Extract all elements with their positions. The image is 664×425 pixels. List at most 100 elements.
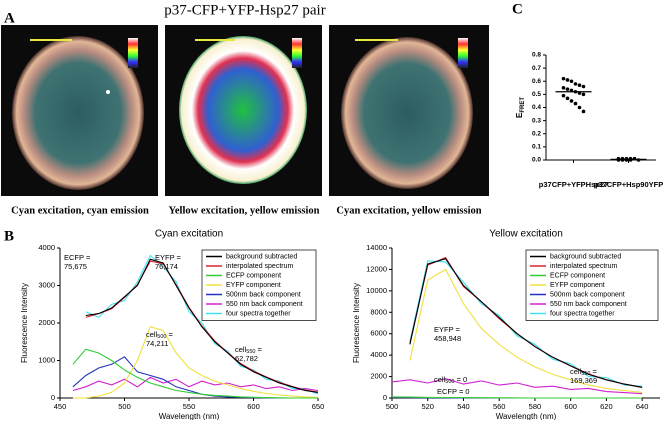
annotation-sub: 550: [581, 371, 590, 377]
annotation: cell550 =: [570, 367, 598, 377]
chart-title: Yellow excitation: [489, 229, 563, 240]
annotation-value: 169,369: [570, 376, 597, 385]
legend-label: EYFP component: [226, 282, 281, 289]
legend-label: 500nm back component: [550, 291, 625, 298]
y-tick-label: 3000: [38, 280, 55, 289]
x-tick-label: 500: [118, 402, 131, 411]
x-tick-label: 540: [457, 402, 470, 411]
y-axis-label: Fluorescence Intensity: [352, 283, 361, 363]
x-axis-label: Wavelength (nm): [159, 412, 220, 420]
data-point: [636, 158, 641, 162]
y-tick-label: 4000: [370, 350, 387, 359]
y-tick-label: 10000: [366, 286, 387, 295]
legend-label: background subtracted: [550, 253, 621, 260]
image-caption: Yellow excitation, yellow emission: [168, 205, 319, 216]
micrograph: [1, 25, 158, 196]
series-line: [72, 326, 319, 399]
annotation: ECFP = 0: [437, 387, 470, 396]
annotation-sub: 550: [246, 349, 255, 355]
legend-label: 500nm back component: [226, 291, 301, 298]
series-line: [409, 268, 643, 394]
series-line: [85, 254, 319, 395]
data-point: [577, 105, 582, 110]
legend-label: ECFP component: [550, 272, 605, 279]
series-line: [72, 356, 318, 399]
panel-label: B: [4, 228, 14, 244]
y-tick-label: 0.7: [532, 65, 541, 72]
annotation-label: cell: [146, 330, 158, 339]
image-caption: Cyan excitation, cyan emission: [11, 205, 149, 216]
legend-label: background subtracted: [226, 253, 297, 260]
annotation: cell500 = 0: [434, 375, 467, 385]
data-point: [632, 156, 637, 161]
annotation-label: cell: [434, 375, 446, 384]
y-tick-label: 0.3: [532, 117, 541, 124]
annotation-label: cell: [235, 345, 247, 354]
y-tick-label: 4000: [38, 243, 55, 252]
y-tick-label: 6000: [370, 329, 387, 338]
data-point: [565, 78, 570, 82]
annotation-sub: 500: [157, 334, 166, 340]
annotation-value: 62,782: [235, 354, 258, 363]
y-tick-label: 0.0: [532, 157, 541, 164]
y-tick-label: 8000: [370, 307, 387, 316]
y-tick-label: 0.8: [532, 52, 541, 59]
data-point: [620, 156, 625, 161]
legend-label: EYFP component: [550, 282, 605, 289]
figure-title: p37-CFP+YFP-Hsp27 pair: [164, 2, 325, 18]
annotation: cell550 =: [235, 345, 263, 355]
y-axis-label-main: E: [515, 112, 524, 118]
y-tick-label: 2000: [370, 372, 387, 381]
x-tick-label: 450: [54, 402, 67, 411]
annotation-label: ECFP = 0: [437, 387, 470, 396]
x-tick-label: 650: [312, 402, 325, 411]
data-point: [616, 158, 621, 162]
y-tick-label: 2000: [38, 318, 55, 327]
panel-label: C: [512, 1, 523, 17]
y-axis-label: Fluorescence Intensity: [20, 283, 29, 363]
series-line: [85, 258, 319, 393]
legend-label: 550 nm back component: [550, 301, 627, 308]
data-point: [561, 93, 566, 98]
annotation-label: EYFP =: [434, 325, 461, 334]
legend-label: interpolated spectrum: [550, 263, 617, 270]
series-line: [409, 258, 643, 388]
data-point: [628, 156, 633, 161]
legend-label: ECFP component: [226, 272, 281, 279]
data-point: [561, 86, 566, 90]
data-point: [565, 87, 570, 91]
y-tick-label: 0.4: [532, 104, 541, 111]
annotation-suffix: =: [590, 367, 597, 376]
y-tick-label: 1000: [38, 355, 55, 364]
data-point: [624, 158, 629, 162]
y-tick-label: 0: [51, 393, 55, 402]
data-point: [573, 82, 578, 86]
annotation-label: EYFP =: [155, 253, 182, 262]
annotation-value: 458,948: [434, 334, 461, 343]
y-tick-label: 0.1: [532, 144, 541, 151]
legend-label: four spectra together: [226, 310, 291, 317]
series-line: [72, 348, 318, 399]
chart-title: Cyan excitation: [155, 229, 223, 240]
annotation: ECFP =: [64, 253, 91, 262]
annotation-suffix: =: [166, 330, 173, 339]
annotation-value: 75,675: [64, 262, 87, 271]
data-point: [569, 79, 574, 84]
y-tick-label: 14000: [366, 243, 387, 252]
y-tick-label: 0.5: [532, 91, 541, 98]
micrograph: [329, 25, 489, 196]
panel-label: A: [4, 10, 15, 26]
series-line: [72, 376, 319, 392]
x-tick-label: 500: [386, 402, 399, 411]
x-tick-label: 550: [183, 402, 196, 411]
annotation: cell500 =: [146, 330, 174, 340]
data-point: [577, 83, 582, 87]
legend-box: [525, 249, 659, 321]
y-tick-label: 12000: [366, 264, 387, 273]
annotation-suffix: = 0: [454, 375, 467, 384]
y-tick-label: 0.2: [532, 130, 541, 137]
image-caption: Cyan excitation, yellow emission: [336, 205, 481, 216]
annotation-value: 74,211: [146, 339, 168, 348]
x-tick-label: 580: [529, 402, 542, 411]
